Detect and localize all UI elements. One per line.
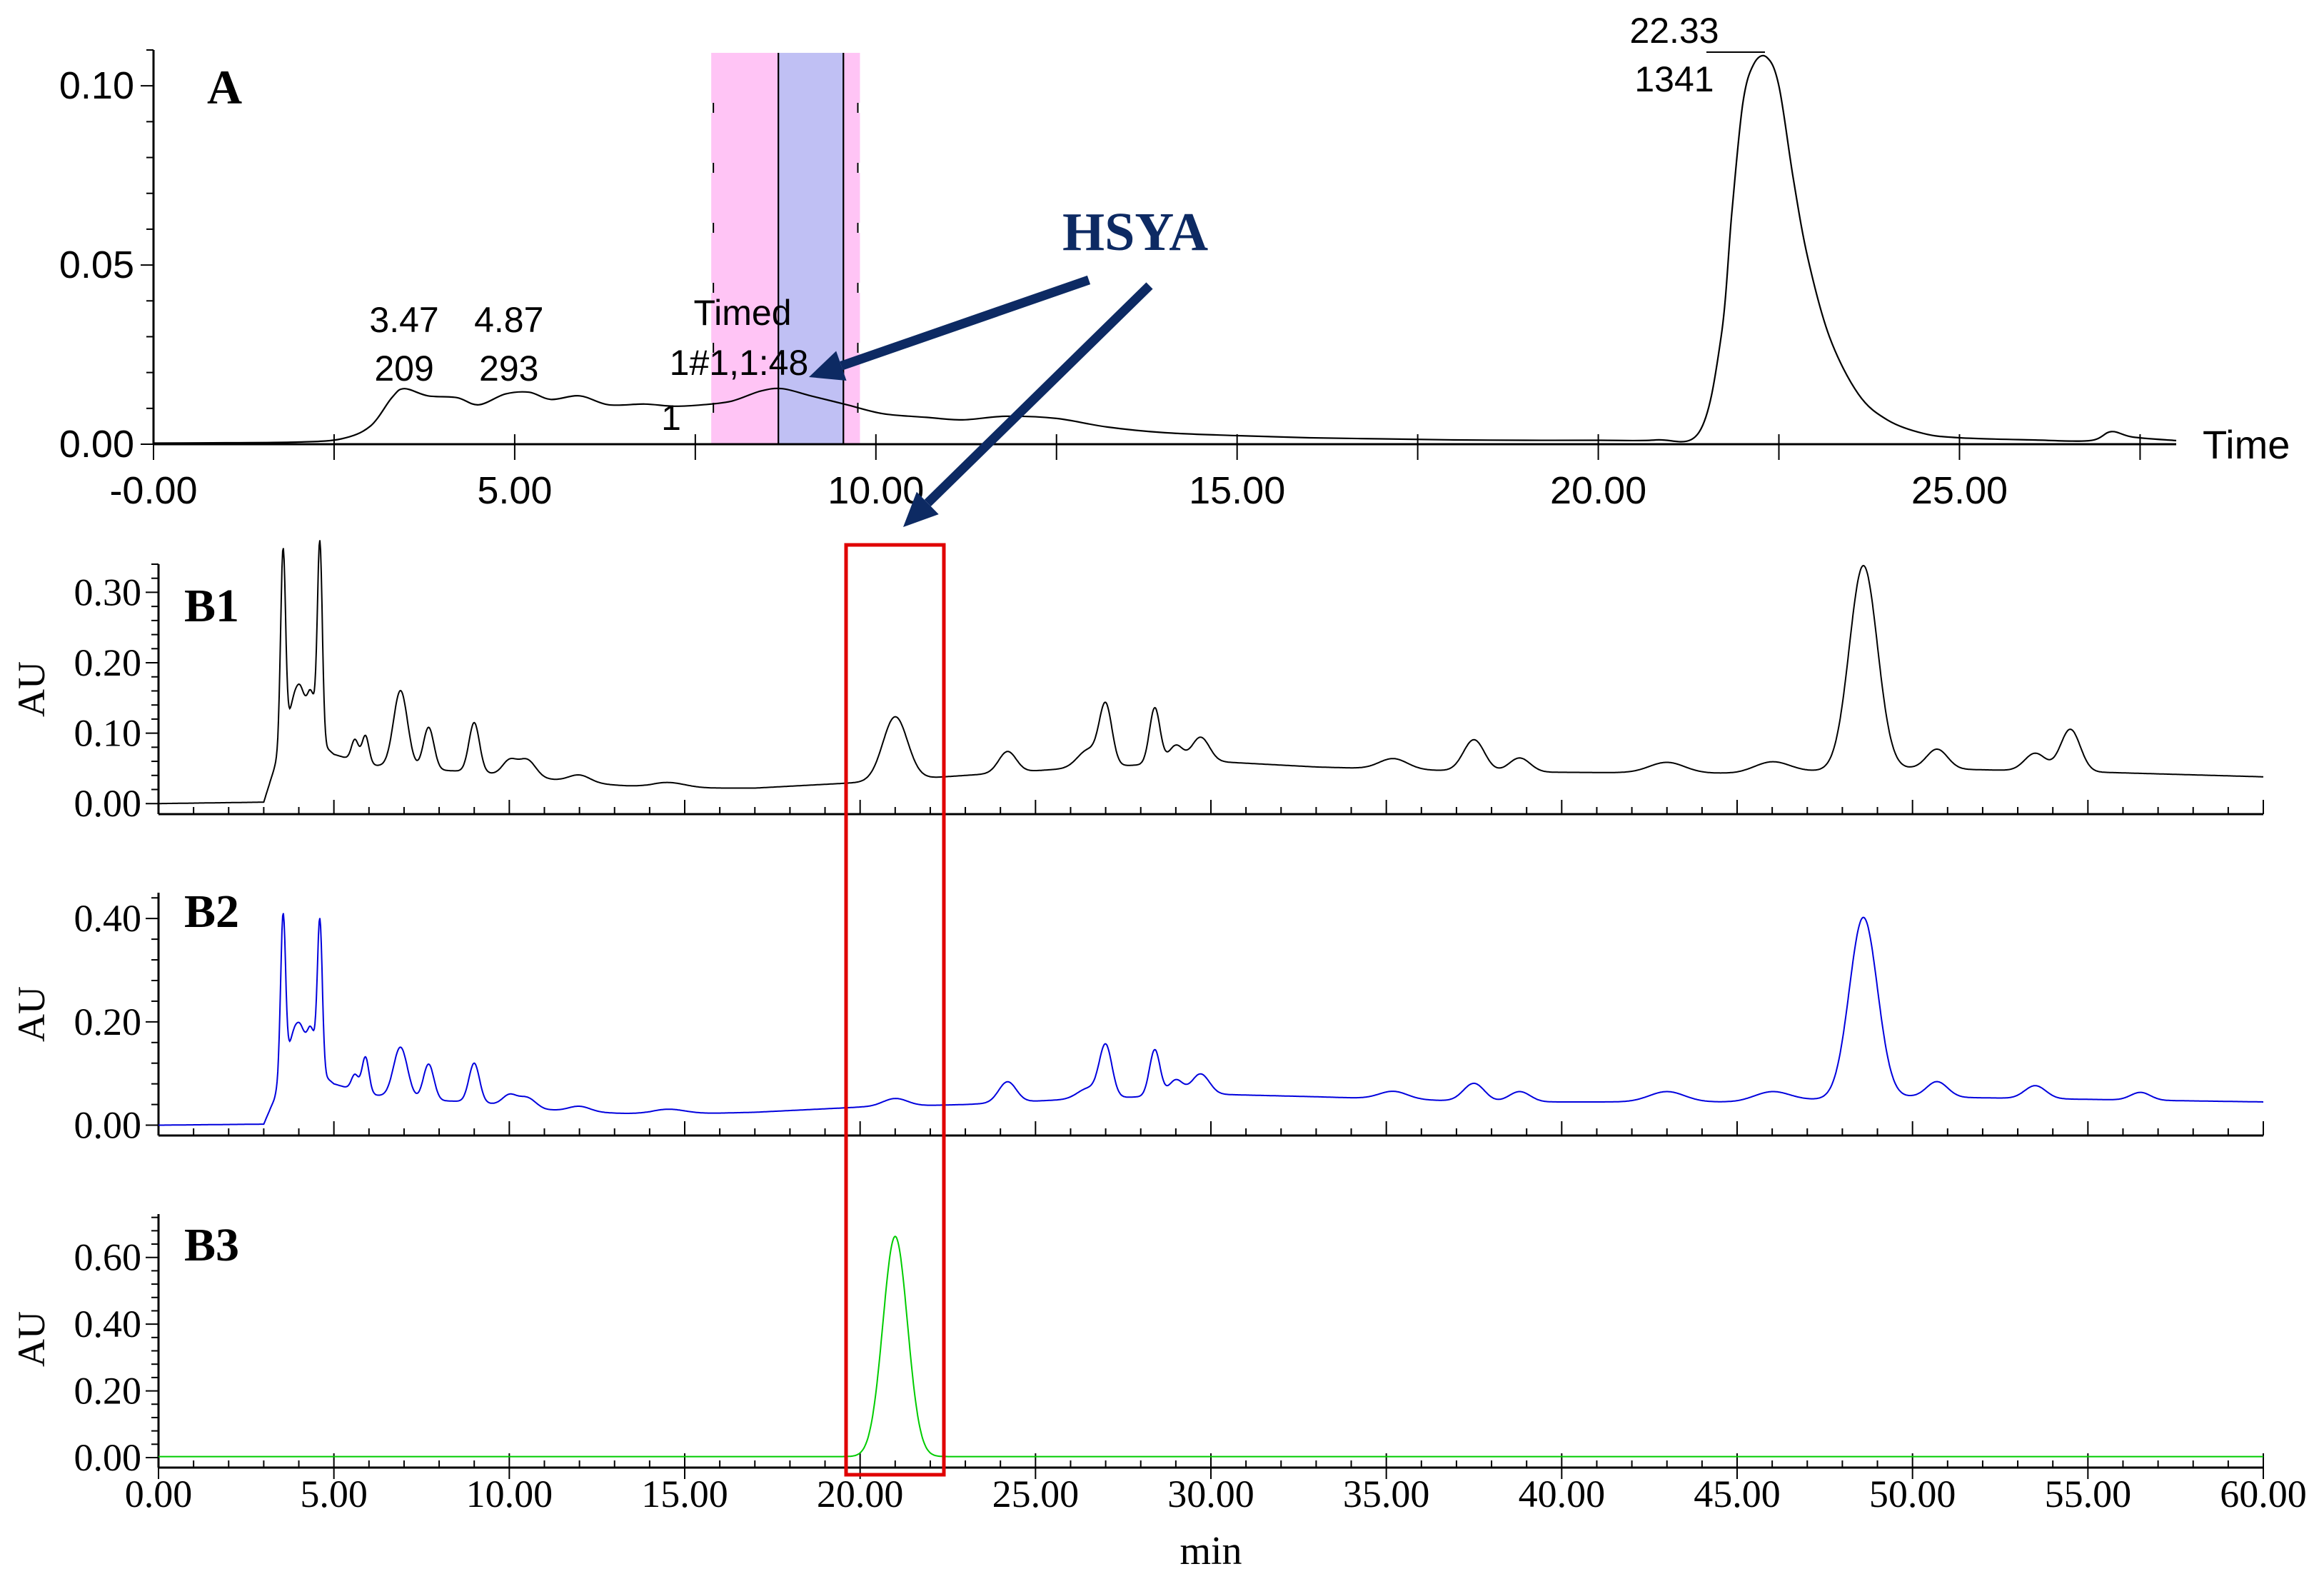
chromatogram-trace-b1	[159, 540, 2263, 805]
x-tick-label: 40.00	[1519, 1473, 1606, 1515]
event-label-line: 1#1,1:48	[670, 343, 809, 383]
arrow-shaft	[924, 282, 1153, 507]
panel-b2-letter: B2	[184, 886, 239, 938]
x-tick-label: 55.00	[2045, 1473, 2132, 1515]
y-tick-label: 0.00	[74, 1436, 142, 1479]
x-tick-label: 10.00	[466, 1473, 553, 1515]
x-tick-label: 30.00	[1167, 1473, 1254, 1515]
y-tick-label: 0.20	[74, 1001, 142, 1043]
chromatogram-trace-a	[153, 54, 2177, 444]
panel-a-trace	[153, 54, 2177, 444]
event-label-line: 1	[661, 398, 681, 438]
arrow-head	[903, 491, 939, 527]
hsya-arrows	[809, 275, 1153, 527]
x-tick-label: -0.00	[109, 469, 197, 512]
y-tick-label: 0.40	[74, 897, 142, 940]
highlight-window	[711, 53, 860, 444]
y-tick-label: 0.40	[74, 1303, 142, 1345]
peak-area-label: 1341	[1634, 59, 1714, 99]
x-tick-label: 10.00	[828, 469, 924, 512]
hsya-label: HSYA	[1062, 202, 1208, 262]
x-tick-label: 20.00	[1550, 469, 1646, 512]
x-tick-label: 45.00	[1694, 1473, 1781, 1515]
panel-b1-letter: B1	[184, 580, 239, 632]
x-tick-label: 15.00	[1189, 469, 1285, 512]
y-tick-label: 0.10	[74, 712, 142, 755]
y-tick-label: 0.60	[74, 1236, 142, 1279]
panel-b3: 0.00 5.00 10.00 15.00 20.00 25.00 30.00 35.00 40…	[10, 1214, 2307, 1573]
x-tick-label: 5.00	[477, 469, 552, 512]
peak-area-label: 293	[479, 349, 538, 389]
x-axis-label: Time	[2203, 422, 2290, 467]
y-tick-label: 0.00	[74, 782, 142, 825]
y-tick-label: 0.20	[74, 641, 142, 684]
panel-a-axes	[152, 50, 2176, 446]
x-tick-label: 20.00	[817, 1473, 904, 1515]
x-tick-label: 0.00	[125, 1473, 193, 1515]
panel-a-letter: A	[207, 60, 242, 114]
highlight-band	[778, 53, 844, 444]
peak-time-label: 4.87	[474, 300, 543, 340]
x-tick-label: 50.00	[1869, 1473, 1956, 1515]
y-tick-label: 0.30	[74, 571, 142, 613]
x-tick-label: 35.00	[1343, 1473, 1430, 1515]
y-tick-label: 0.05	[59, 244, 134, 286]
x-tick-label: 5.00	[300, 1473, 368, 1515]
y-axis-label: AU	[10, 1311, 53, 1367]
x-tick-label: 60.00	[2220, 1473, 2307, 1515]
timed-event-label: Timed 1#1,1:48 1	[661, 293, 808, 438]
y-tick-label: 0.00	[74, 1104, 142, 1147]
y-tick-label: 0.00	[59, 423, 134, 466]
y-tick-label: 0.20	[74, 1370, 142, 1413]
chromatogram-trace-b3	[159, 1235, 2263, 1458]
peak-area-label: 209	[374, 349, 433, 389]
event-label-line: Timed	[693, 293, 791, 333]
peak-labels: 3.47 209 4.87 293 22.33 1341	[369, 11, 1765, 389]
panel-b3-letter: B3	[184, 1219, 239, 1271]
panel-b2: 0.00 0.20 0.40 AU	[10, 893, 2264, 1147]
panel-a-ticks: -0.00 5.00 10.00 15.00 20.00 25.00 Time 0.00 0.0…	[59, 49, 2290, 512]
y-tick-label: 0.10	[59, 64, 134, 107]
x-tick-label: 15.00	[641, 1473, 728, 1515]
highlight-band	[843, 53, 858, 444]
x-axis-label: min	[1179, 1529, 1242, 1573]
y-axis-label: AU	[10, 986, 53, 1042]
panel-b1: 0.00 0.10 0.20 0.30 AU	[10, 540, 2264, 825]
peak-time-label: 22.33	[1629, 11, 1719, 51]
x-tick-label: 25.00	[992, 1473, 1080, 1515]
arrow-shaft	[840, 275, 1091, 371]
hsya-highlight-box	[844, 543, 946, 1477]
highlight-band	[713, 53, 779, 444]
x-tick-label: 25.00	[1911, 469, 2008, 512]
y-axis-label: AU	[10, 661, 53, 717]
peak-time-label: 3.47	[369, 300, 438, 340]
arrow-head	[809, 351, 847, 381]
chromatogram-trace-b2	[159, 913, 2263, 1126]
